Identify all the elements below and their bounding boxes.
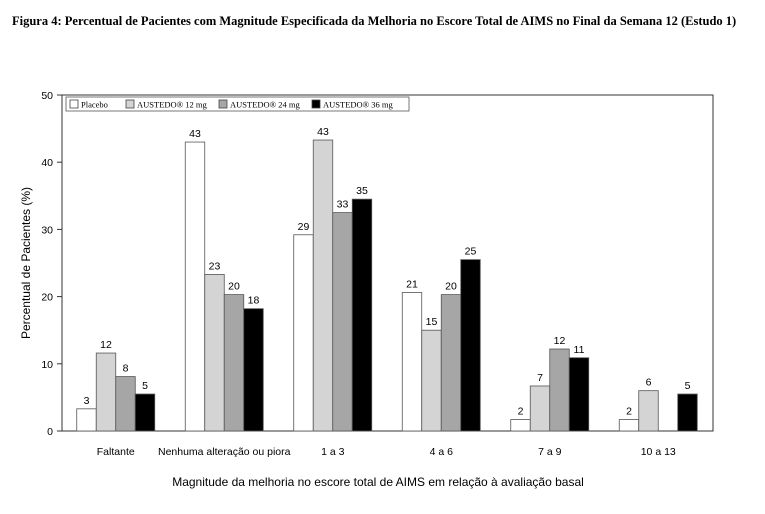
bar bbox=[115, 376, 136, 432]
bar bbox=[76, 408, 97, 432]
data-label: 20 bbox=[228, 281, 240, 293]
bar bbox=[243, 308, 264, 432]
legend-swatch bbox=[69, 99, 79, 109]
data-label: 43 bbox=[317, 126, 329, 138]
legend-label: AUSTEDO® 36 mg bbox=[323, 100, 393, 110]
bar bbox=[293, 234, 314, 432]
category-label: 1 a 3 bbox=[321, 446, 345, 458]
bar bbox=[223, 294, 245, 432]
bar bbox=[618, 419, 640, 432]
y-tick-label: 50 bbox=[41, 90, 53, 102]
bar bbox=[529, 385, 551, 432]
data-label: 7 bbox=[537, 372, 543, 384]
data-label: 20 bbox=[445, 281, 457, 293]
data-label: 35 bbox=[356, 185, 368, 197]
data-label: 5 bbox=[685, 380, 691, 392]
y-tick-label: 30 bbox=[41, 224, 53, 236]
bar-series-group: 3 12 8 5 43 23 20 18 29 43 33 35 21 15 20 25 2 7 12 11 2 6 5 bbox=[76, 126, 698, 432]
bar bbox=[568, 357, 590, 432]
bar bbox=[332, 212, 353, 432]
data-label: 12 bbox=[100, 339, 112, 351]
data-label: 29 bbox=[298, 221, 310, 233]
data-label: 2 bbox=[626, 406, 632, 418]
plot-frame bbox=[61, 94, 714, 432]
bar bbox=[134, 393, 156, 432]
data-label: 11 bbox=[574, 344, 585, 356]
category-label: Faltante bbox=[97, 446, 135, 458]
data-label: 8 bbox=[123, 363, 129, 375]
x-axis-title: Magnitude da melhoria no escore total de… bbox=[172, 475, 584, 489]
data-label: 6 bbox=[646, 377, 652, 389]
category-label: Nenhuma alteração ou piora bbox=[158, 446, 291, 458]
bar bbox=[510, 419, 531, 432]
bar bbox=[549, 348, 570, 432]
data-label: 15 bbox=[426, 316, 438, 328]
category-labels: Faltante Nenhuma alteração ou piora 1 a 3 4… bbox=[97, 446, 676, 458]
bar bbox=[95, 352, 117, 432]
category-label: 10 a 13 bbox=[641, 446, 676, 458]
legend-swatch bbox=[311, 99, 321, 109]
bar bbox=[312, 139, 334, 432]
legend-label: AUSTEDO® 12 mg bbox=[137, 100, 207, 110]
bar bbox=[204, 274, 225, 432]
bar bbox=[184, 141, 206, 432]
legend: Placebo AUSTEDO® 12 mg AUSTEDO® 24 mg AUSTE… bbox=[65, 96, 410, 112]
bar bbox=[351, 198, 373, 432]
category-label: 7 a 9 bbox=[538, 446, 562, 458]
data-label: 43 bbox=[189, 128, 201, 140]
figure-title: Figura 4: Percentual de Pacientes com Ma… bbox=[12, 14, 737, 28]
data-label: 21 bbox=[406, 279, 418, 291]
bar bbox=[401, 292, 423, 432]
legend-swatch bbox=[125, 99, 135, 109]
legend-box bbox=[65, 96, 410, 112]
y-tick-label: 20 bbox=[41, 292, 53, 304]
data-label: 18 bbox=[248, 295, 260, 307]
data-label: 3 bbox=[84, 395, 90, 407]
y-axis-title: Percentual de Pacientes (%) bbox=[19, 187, 33, 339]
y-tick-label: 0 bbox=[47, 426, 53, 438]
data-label: 5 bbox=[142, 380, 148, 392]
data-label: 25 bbox=[465, 246, 477, 258]
bar bbox=[460, 259, 481, 432]
legend-label: Placebo bbox=[81, 100, 108, 110]
data-label: 12 bbox=[554, 335, 566, 347]
y-tick-label: 40 bbox=[41, 157, 53, 169]
data-label: 2 bbox=[518, 406, 524, 418]
bar bbox=[677, 393, 698, 432]
y-tick-label: 10 bbox=[41, 359, 53, 371]
data-label: 23 bbox=[209, 260, 221, 272]
bar bbox=[638, 390, 659, 432]
legend-label: AUSTEDO® 24 mg bbox=[230, 100, 300, 110]
y-axis: 0 10 20 30 40 50 bbox=[41, 90, 62, 438]
bar bbox=[440, 294, 462, 432]
category-label: 4 a 6 bbox=[430, 446, 454, 458]
bar bbox=[421, 329, 442, 432]
data-label: 33 bbox=[337, 199, 349, 211]
legend-swatch bbox=[218, 99, 228, 109]
